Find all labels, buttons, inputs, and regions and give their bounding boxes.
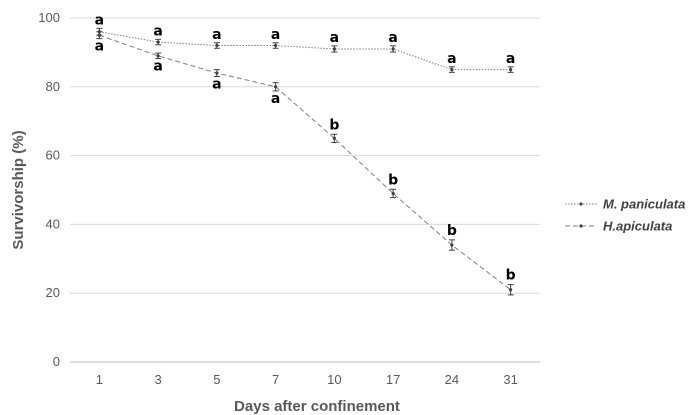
significance-label: b: [388, 172, 398, 188]
legend-swatch-marker: [579, 202, 583, 206]
significance-label: b: [447, 223, 457, 239]
y-axis-title: Survivorship (%): [10, 130, 27, 249]
x-tick-label: 5: [213, 372, 220, 387]
data-point: [156, 40, 160, 44]
significance-label: a: [271, 27, 280, 43]
data-point: [332, 47, 336, 51]
data-point: [391, 191, 395, 196]
x-axis-title: Days after confinement: [234, 398, 400, 415]
significance-label: a: [271, 91, 280, 107]
legend-label: H.apiculata: [603, 219, 672, 234]
significance-label: a: [447, 51, 456, 67]
legend-label: M. paniculata: [603, 197, 685, 212]
gridlines: [70, 17, 540, 363]
data-point: [391, 47, 395, 51]
x-tick-label: 24: [445, 372, 459, 387]
series-line-0: [99, 31, 511, 71]
data-point: [215, 43, 219, 48]
y-tick-label: 100: [38, 10, 60, 25]
data-point: [509, 288, 513, 292]
y-tick-label: 80: [46, 79, 60, 94]
data-point: [274, 43, 278, 48]
significance-label: b: [506, 268, 516, 284]
significance-label: a: [388, 30, 397, 46]
significance-label: a: [95, 39, 104, 55]
data-point: [509, 68, 513, 72]
series-line-1: [99, 34, 511, 291]
legend-swatch-marker: [579, 224, 583, 228]
x-tick-label: 10: [327, 372, 341, 387]
significance-label: a: [153, 59, 162, 75]
significance-label: b: [329, 117, 339, 133]
y-tick-label: 20: [46, 285, 60, 300]
y-axis-ticks: 0 20 40 60 80 100: [38, 10, 60, 369]
significance-label: a: [212, 27, 221, 43]
legend: M. paniculata H.apiculata: [565, 197, 685, 234]
y-tick-label: 0: [53, 354, 60, 369]
y-tick-label: 40: [46, 216, 60, 231]
data-point: [450, 68, 454, 72]
x-tick-label: 7: [272, 372, 279, 387]
significance-label: a: [506, 51, 515, 67]
y-tick-label: 60: [46, 148, 60, 163]
significance-label: a: [212, 76, 221, 92]
data-point: [450, 243, 454, 247]
x-tick-label: 3: [155, 372, 162, 387]
data-point: [97, 33, 101, 37]
significance-label: a: [95, 12, 104, 28]
data-point: [274, 85, 278, 89]
x-axis-ticks: 1 3 5 7 10 17 24 31: [96, 372, 518, 387]
data-point: [215, 71, 219, 75]
data-point: [332, 136, 336, 140]
x-tick-label: 1: [96, 372, 103, 387]
x-tick-label: 17: [386, 372, 400, 387]
significance-label: a: [153, 23, 162, 39]
significance-label: a: [330, 30, 339, 46]
data-point: [156, 54, 160, 58]
x-tick-label: 31: [503, 372, 517, 387]
